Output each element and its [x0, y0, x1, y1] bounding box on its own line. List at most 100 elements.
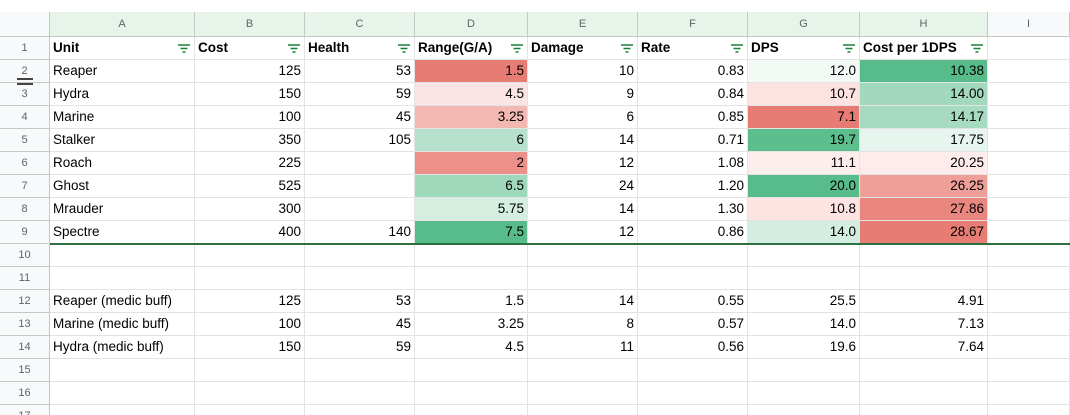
- data-cell[interactable]: 3.25: [415, 106, 528, 129]
- data-cell[interactable]: 125: [195, 60, 305, 83]
- data-cell[interactable]: 7.64: [860, 336, 988, 359]
- cell[interactable]: [748, 244, 860, 267]
- row-number[interactable]: 5: [0, 129, 50, 152]
- data-cell[interactable]: 26.25: [860, 175, 988, 198]
- data-cell[interactable]: Spectre: [50, 221, 195, 244]
- cell[interactable]: [195, 382, 305, 405]
- data-cell[interactable]: 0.85: [638, 106, 748, 129]
- data-cell[interactable]: 0.84: [638, 83, 748, 106]
- data-cell[interactable]: 1.5: [415, 290, 528, 313]
- cell[interactable]: [988, 405, 1070, 415]
- row-number[interactable]: 2: [0, 60, 50, 83]
- data-cell[interactable]: 4.91: [860, 290, 988, 313]
- data-cell[interactable]: [305, 198, 415, 221]
- column-header[interactable]: E: [528, 12, 638, 37]
- filter-icon[interactable]: [843, 44, 855, 53]
- header-cell[interactable]: Unit: [50, 37, 195, 60]
- data-cell[interactable]: 6.5: [415, 175, 528, 198]
- row-number[interactable]: 14: [0, 336, 50, 359]
- row-number[interactable]: 12: [0, 290, 50, 313]
- cell[interactable]: [638, 359, 748, 382]
- row-number[interactable]: 8: [0, 198, 50, 221]
- cell[interactable]: [988, 359, 1070, 382]
- filter-icon[interactable]: [178, 44, 190, 53]
- data-cell[interactable]: 0.56: [638, 336, 748, 359]
- data-cell[interactable]: 6: [415, 129, 528, 152]
- row-number[interactable]: 3: [0, 83, 50, 106]
- cell[interactable]: [50, 267, 195, 290]
- data-cell[interactable]: Hydra (medic buff): [50, 336, 195, 359]
- data-cell[interactable]: 14: [528, 198, 638, 221]
- data-cell[interactable]: 3.25: [415, 313, 528, 336]
- cell[interactable]: [638, 244, 748, 267]
- data-cell[interactable]: 12: [528, 152, 638, 175]
- cell[interactable]: [860, 359, 988, 382]
- data-cell[interactable]: 14.00: [860, 83, 988, 106]
- header-cell[interactable]: DPS: [748, 37, 860, 60]
- cell[interactable]: [528, 382, 638, 405]
- cell[interactable]: [988, 60, 1070, 83]
- data-cell[interactable]: 100: [195, 313, 305, 336]
- cell[interactable]: [305, 382, 415, 405]
- data-cell[interactable]: 10: [528, 60, 638, 83]
- data-cell[interactable]: 9: [528, 83, 638, 106]
- data-cell[interactable]: [305, 175, 415, 198]
- cell[interactable]: [528, 405, 638, 415]
- data-cell[interactable]: 53: [305, 290, 415, 313]
- data-cell[interactable]: 19.6: [748, 336, 860, 359]
- data-cell[interactable]: 0.86: [638, 221, 748, 244]
- cell[interactable]: [415, 359, 528, 382]
- row-number[interactable]: 9: [0, 221, 50, 244]
- data-cell[interactable]: 140: [305, 221, 415, 244]
- cell[interactable]: [988, 83, 1070, 106]
- data-cell[interactable]: Ghost: [50, 175, 195, 198]
- data-cell[interactable]: 4.5: [415, 336, 528, 359]
- data-cell[interactable]: 125: [195, 290, 305, 313]
- data-cell[interactable]: 7.13: [860, 313, 988, 336]
- cell[interactable]: [415, 244, 528, 267]
- filter-icon[interactable]: [288, 44, 300, 53]
- data-cell[interactable]: 45: [305, 106, 415, 129]
- cell[interactable]: [638, 405, 748, 415]
- cell[interactable]: [860, 267, 988, 290]
- data-cell[interactable]: 12.0: [748, 60, 860, 83]
- data-cell[interactable]: Reaper (medic buff): [50, 290, 195, 313]
- data-cell[interactable]: 8: [528, 313, 638, 336]
- data-cell[interactable]: 225: [195, 152, 305, 175]
- row-number[interactable]: 16: [0, 382, 50, 405]
- cell[interactable]: [305, 244, 415, 267]
- data-cell[interactable]: 400: [195, 221, 305, 244]
- data-cell[interactable]: 10.8: [748, 198, 860, 221]
- cell[interactable]: [195, 267, 305, 290]
- data-cell[interactable]: Marine (medic buff): [50, 313, 195, 336]
- data-cell[interactable]: 1.20: [638, 175, 748, 198]
- cell[interactable]: [988, 129, 1070, 152]
- data-cell[interactable]: 20.0: [748, 175, 860, 198]
- data-cell[interactable]: 150: [195, 83, 305, 106]
- data-cell[interactable]: 1.08: [638, 152, 748, 175]
- cell[interactable]: [988, 267, 1070, 290]
- column-header[interactable]: D: [415, 12, 528, 37]
- row-number[interactable]: 10: [0, 244, 50, 267]
- data-cell[interactable]: [305, 152, 415, 175]
- data-cell[interactable]: Mrauder: [50, 198, 195, 221]
- data-cell[interactable]: 59: [305, 336, 415, 359]
- data-cell[interactable]: 12: [528, 221, 638, 244]
- cell[interactable]: [305, 359, 415, 382]
- data-cell[interactable]: 53: [305, 60, 415, 83]
- data-cell[interactable]: 7.5: [415, 221, 528, 244]
- row-number[interactable]: 17: [0, 405, 50, 415]
- row-number[interactable]: 7: [0, 175, 50, 198]
- data-cell[interactable]: 0.83: [638, 60, 748, 83]
- cell[interactable]: [305, 267, 415, 290]
- cell[interactable]: [988, 336, 1070, 359]
- header-cell[interactable]: Rate: [638, 37, 748, 60]
- cell[interactable]: [50, 382, 195, 405]
- row-number[interactable]: 13: [0, 313, 50, 336]
- cell[interactable]: [528, 359, 638, 382]
- data-cell[interactable]: 19.7: [748, 129, 860, 152]
- column-header[interactable]: F: [638, 12, 748, 37]
- cell[interactable]: [988, 221, 1070, 244]
- header-cell[interactable]: Cost per 1DPS: [860, 37, 988, 60]
- data-cell[interactable]: 45: [305, 313, 415, 336]
